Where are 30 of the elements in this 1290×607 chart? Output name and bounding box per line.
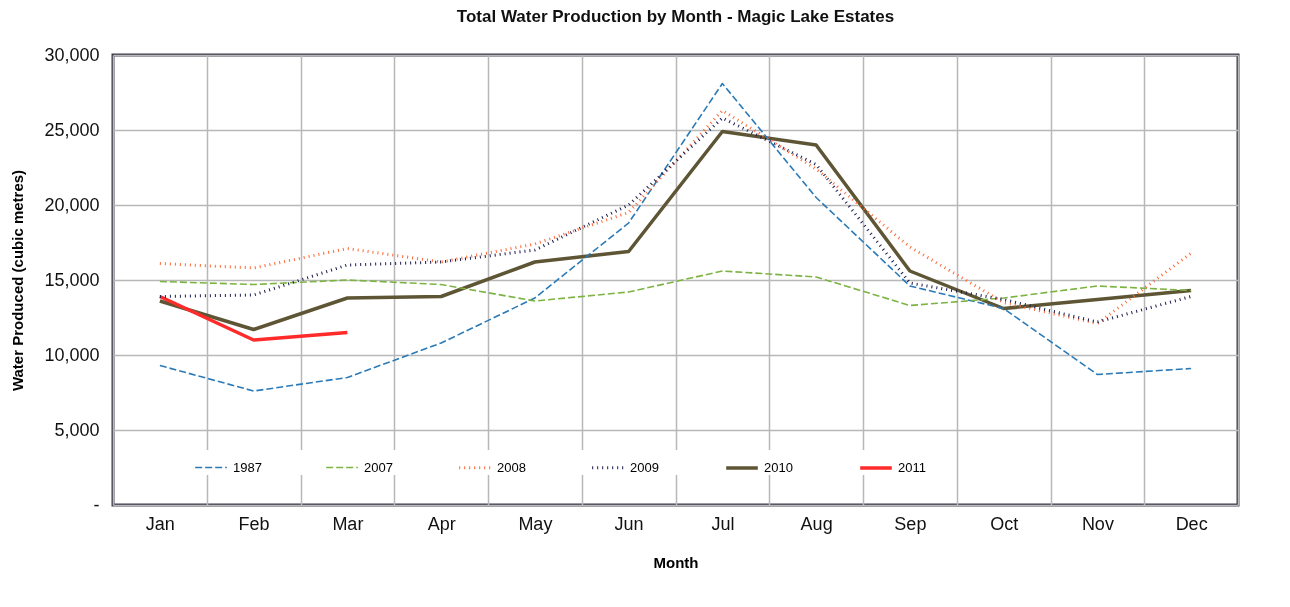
x-tick-label: Nov xyxy=(1081,513,1114,534)
x-tick-label: Sep xyxy=(894,513,927,534)
y-tick-label: 25,000 xyxy=(44,119,100,140)
line-series xyxy=(159,82,1192,392)
legend-label: 2009 xyxy=(630,459,659,475)
x-tick-label: May xyxy=(518,513,553,534)
legend-label: 2011 xyxy=(898,460,926,475)
x-tick-label: Aug xyxy=(800,513,833,534)
line-series xyxy=(159,270,1192,307)
y-tick-label: 10,000 xyxy=(44,344,100,365)
x-tick-label: Jun xyxy=(614,513,644,534)
y-tick-label: 20,000 xyxy=(44,194,100,215)
legend-label: 2010 xyxy=(764,460,793,475)
x-tick-label: Mar xyxy=(332,513,364,534)
legend-label: 2007 xyxy=(364,459,393,475)
y-tick-label: 30,000 xyxy=(44,44,100,65)
x-axis-title: Month xyxy=(653,553,699,571)
legend-label: 2008 xyxy=(497,459,526,475)
chart-title: Total Water Production by Month - Magic Lake Estates xyxy=(456,7,895,26)
y-tick-label: 15,000 xyxy=(44,269,100,290)
x-tick-label: Dec xyxy=(1175,513,1208,534)
y-tick-label: 5,000 xyxy=(54,419,100,440)
x-tick-label: Oct xyxy=(990,513,1019,534)
legend-label: 1987 xyxy=(233,459,262,475)
x-tick-label: Apr xyxy=(427,513,456,534)
y-axis-title: Water Produced (cubic metres) xyxy=(9,169,27,392)
x-tick-label: Jan xyxy=(145,513,175,534)
x-tick-label: Jul xyxy=(711,513,735,534)
x-tick-label: Feb xyxy=(238,513,270,534)
y-tick-label: - xyxy=(93,494,100,515)
